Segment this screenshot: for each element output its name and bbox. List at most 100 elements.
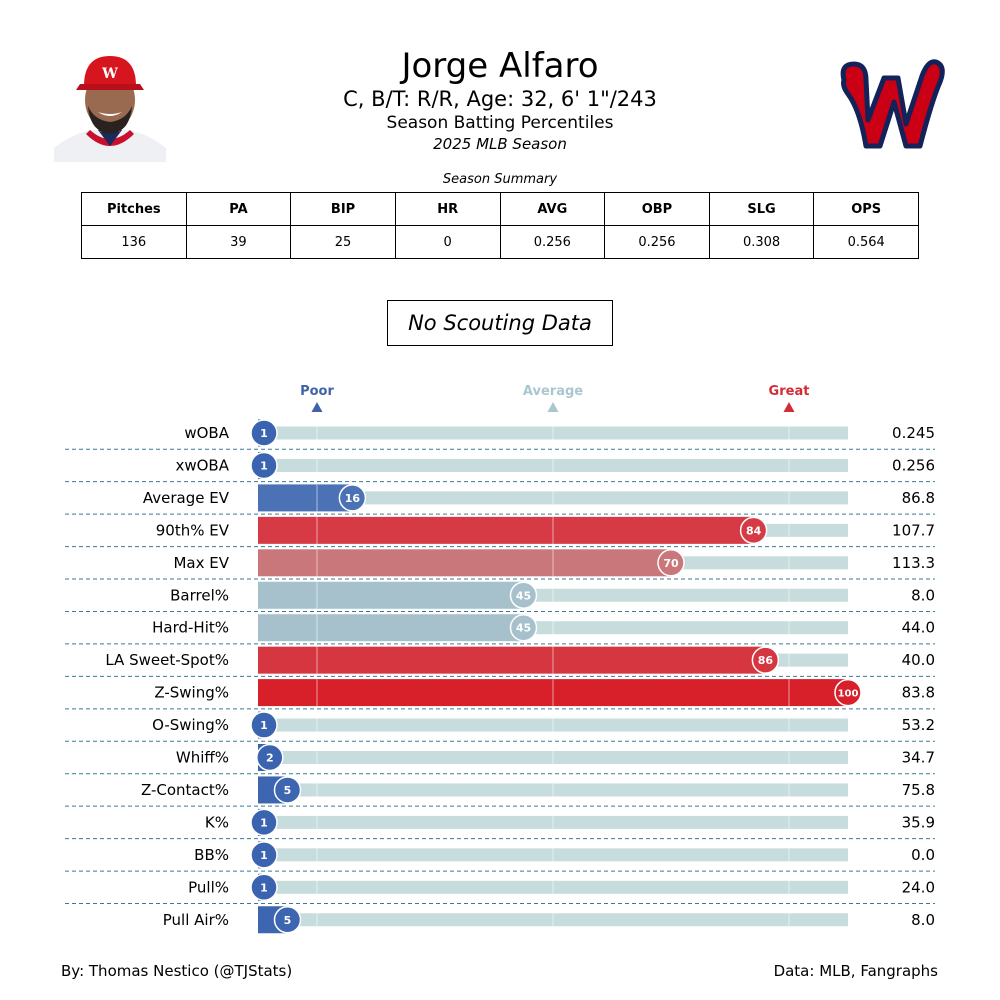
title-block: Jorge Alfaro C, B/T: R/R, Age: 32, 6' 1"… xyxy=(250,44,750,154)
stat-value: 113.3 xyxy=(892,554,935,572)
percentile-bar xyxy=(258,646,766,674)
percentile-marker xyxy=(273,776,302,804)
percentile-label: 70 xyxy=(663,557,679,570)
percentile-label: 1 xyxy=(260,849,268,862)
stat-value: 0.0 xyxy=(911,846,935,864)
summary-value: 25 xyxy=(290,225,396,259)
summary-header: HR xyxy=(394,192,501,226)
stat-value: 8.0 xyxy=(911,586,935,604)
percentile-marker xyxy=(250,451,278,480)
summary-header: OBP xyxy=(604,192,710,226)
stat-value: 0.256 xyxy=(892,456,935,474)
author-credit: By: Thomas Nestico (@TJStats) xyxy=(61,962,293,980)
percentile-marker xyxy=(250,419,278,447)
player-headshot: W xyxy=(54,50,166,162)
metric-label: xwOBA xyxy=(175,456,229,474)
percentile-marker xyxy=(338,484,367,512)
summary-header: AVG xyxy=(499,192,606,226)
metric-label: 90th% EV xyxy=(156,521,230,539)
percentile-label: 1 xyxy=(260,816,268,829)
percentile-label: 45 xyxy=(516,589,531,602)
summary-caption: Season Summary xyxy=(442,172,558,187)
percentile-label: 86 xyxy=(758,654,774,667)
reference-label: Great xyxy=(769,384,810,399)
percentile-label: 45 xyxy=(516,622,531,635)
percentile-marker xyxy=(509,613,538,642)
percentile-label: 2 xyxy=(266,752,274,765)
percentile-marker xyxy=(250,808,278,837)
stat-value: 35.9 xyxy=(902,813,935,831)
percentile-marker xyxy=(834,678,862,707)
team-logo xyxy=(840,59,945,149)
reference-marker-icon xyxy=(311,402,323,412)
summary-header: OPS xyxy=(813,192,919,226)
stat-value: 34.7 xyxy=(902,749,935,767)
data-source-credit: Data: MLB, Fangraphs xyxy=(773,962,938,980)
percentile-bar xyxy=(258,614,524,642)
summary-value: 0.256 xyxy=(604,225,710,259)
summary-value: 0 xyxy=(394,225,501,259)
percentile-label: 84 xyxy=(746,524,762,537)
reference-label: Poor xyxy=(300,384,334,399)
percentile-marker xyxy=(250,841,278,869)
stat-value: 75.8 xyxy=(902,781,935,799)
percentile-bar xyxy=(258,484,353,512)
metric-label: Pull% xyxy=(188,878,229,896)
percentile-bar xyxy=(258,581,524,609)
percentile-label: 5 xyxy=(284,914,292,927)
metric-label: LA Sweet-Spot% xyxy=(105,651,229,669)
metric-label: K% xyxy=(205,813,229,831)
percentile-label: 1 xyxy=(260,719,268,732)
summary-header: PA xyxy=(185,192,292,226)
metric-label: Pull Air% xyxy=(163,911,229,929)
stat-value: 83.8 xyxy=(902,684,935,702)
metric-label: Hard-Hit% xyxy=(152,619,229,637)
percentile-marker xyxy=(250,711,278,739)
summary-value: 39 xyxy=(185,225,292,259)
metric-label: Barrel% xyxy=(170,586,229,604)
metric-label: Average EV xyxy=(143,489,230,507)
stat-value: 8.0 xyxy=(911,911,935,929)
metric-label: Z-Contact% xyxy=(141,781,229,799)
percentile-label: 100 xyxy=(838,689,859,700)
percentile-marker xyxy=(273,906,302,934)
summary-value-row: 136 39 25 0 0.256 0.256 0.308 0.564 xyxy=(81,225,919,259)
stat-value: 24.0 xyxy=(902,878,935,896)
player-bio: C, B/T: R/R, Age: 32, 6' 1"/243 xyxy=(343,87,657,111)
percentile-label: 1 xyxy=(260,881,268,894)
percentile-marker xyxy=(250,873,278,902)
stat-value: 0.245 xyxy=(892,424,935,442)
percentile-label: 5 xyxy=(284,784,292,797)
season-label: 2025 MLB Season xyxy=(433,135,567,153)
percentile-marker xyxy=(657,549,685,577)
percentile-bar xyxy=(258,549,671,577)
metric-label: Whiff% xyxy=(176,749,229,767)
summary-header: Pitches xyxy=(81,192,187,226)
percentile-chart: Poor Average Great 1 wOBA 0.245 1 xwOBA 0.256 16 A… xyxy=(65,384,935,934)
percentile-marker xyxy=(751,646,780,674)
svg-text:W: W xyxy=(101,66,118,82)
stat-value: 86.8 xyxy=(902,489,935,507)
percentile-label: 16 xyxy=(345,492,361,505)
percentile-label: 1 xyxy=(260,427,268,440)
percentile-marker xyxy=(739,516,768,545)
scouting-note: No Scouting Data xyxy=(387,300,613,346)
report-heading: Season Batting Percentiles xyxy=(386,113,614,133)
season-summary-table: Pitches PA BIP HR AVG OBP SLG OPS 136 39… xyxy=(81,192,919,259)
stat-value: 107.7 xyxy=(892,521,935,539)
metric-label: Max EV xyxy=(173,554,229,572)
metric-label: Z-Swing% xyxy=(154,684,229,702)
summary-header-row: Pitches PA BIP HR AVG OBP SLG OPS xyxy=(81,192,919,226)
stat-value: 40.0 xyxy=(902,651,935,669)
metric-label: O-Swing% xyxy=(152,716,229,734)
reference-marker-icon xyxy=(547,402,559,412)
percentile-marker xyxy=(509,581,538,609)
percentile-bar xyxy=(258,516,754,544)
summary-header: BIP xyxy=(290,192,396,226)
player-name: Jorge Alfaro xyxy=(401,46,599,86)
summary-value: 0.564 xyxy=(813,225,919,259)
summary-header: SLG xyxy=(708,192,815,226)
percentile-label: 1 xyxy=(260,459,268,472)
stat-value: 44.0 xyxy=(902,619,935,637)
reference-marker-icon xyxy=(783,402,795,412)
